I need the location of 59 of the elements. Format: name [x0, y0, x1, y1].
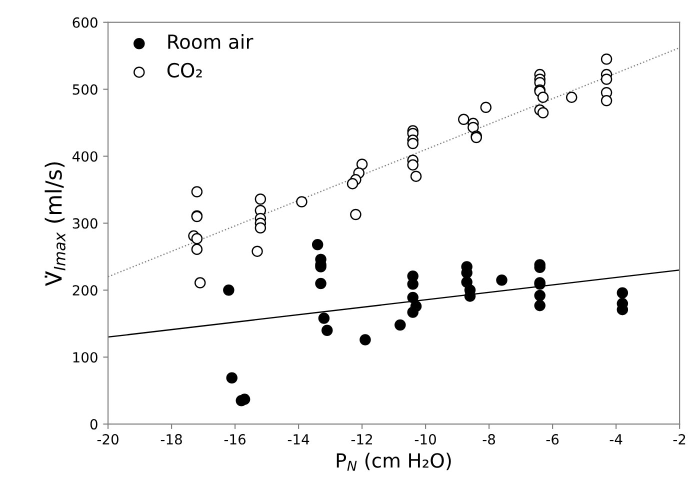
x-tick-label: -8 [482, 434, 496, 445]
x-tick-label: -4 [610, 434, 622, 444]
point [600, 74, 612, 85]
point [223, 284, 234, 296]
point [534, 300, 546, 312]
point [480, 102, 492, 113]
point [600, 95, 612, 106]
point [407, 138, 418, 150]
point [254, 193, 266, 205]
point [254, 222, 266, 234]
point [191, 186, 203, 198]
y-tick-label: 200 [72, 285, 98, 296]
point [312, 238, 324, 250]
point [566, 92, 578, 103]
point [407, 278, 418, 290]
y-tick-label: 300 [72, 218, 98, 229]
point [534, 290, 546, 302]
point [321, 324, 333, 336]
point [296, 196, 308, 208]
y-tick-label: 600 [72, 17, 98, 28]
point [356, 158, 368, 170]
x-tick-label: -6 [546, 434, 559, 445]
y-tick-label: 400 [72, 151, 98, 162]
point [458, 114, 470, 126]
y-tick-label: 100 [73, 352, 98, 363]
x-tick-label: -2 [673, 434, 686, 444]
point [410, 170, 422, 182]
x-tick-label: -20 [97, 434, 118, 445]
x-tick-label: -16 [224, 434, 246, 445]
point [394, 319, 406, 331]
legend-label: CO₂ [167, 62, 202, 78]
point [537, 92, 549, 103]
y-tick-label: 0 [90, 419, 98, 430]
point [318, 312, 330, 324]
point [407, 292, 418, 304]
point [191, 244, 203, 255]
point [537, 107, 549, 118]
x-tick-label: -14 [288, 434, 310, 444]
point [315, 278, 326, 290]
x-tick-label: -10 [414, 434, 436, 445]
x-axis-title: P$_{N}$ (cm H₂O) [336, 452, 451, 471]
point [407, 159, 418, 171]
point [191, 232, 203, 244]
y-tick-label: 500 [72, 84, 98, 95]
point [616, 287, 628, 298]
point [360, 334, 371, 346]
point [410, 300, 422, 312]
point [252, 246, 263, 257]
point [226, 372, 238, 384]
point [496, 274, 508, 286]
point [194, 277, 206, 288]
point [468, 122, 479, 134]
y-axis-title: V̇$_{Imax}$ (ml/s) [44, 162, 66, 286]
x-tick-label: -18 [160, 434, 182, 445]
legend-label: Room air [168, 34, 254, 50]
point [600, 54, 612, 65]
point [350, 208, 362, 220]
x-tick-label: -12 [351, 434, 372, 444]
point [346, 178, 358, 190]
